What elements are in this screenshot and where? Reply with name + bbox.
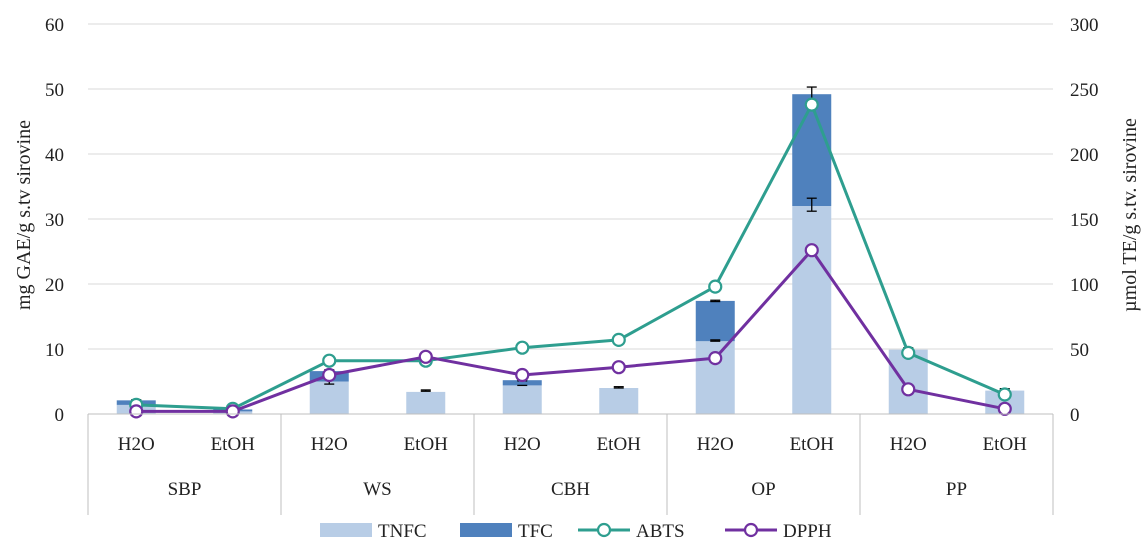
bar-tnfc: [888, 349, 928, 414]
y2-tick-label: 100: [1070, 275, 1099, 296]
point-abts: [804, 97, 819, 112]
series-lines: [129, 97, 1012, 419]
x-tick-label: EtOH: [404, 434, 449, 455]
line-abts: [136, 103, 1006, 411]
x-tick-label: EtOH: [790, 434, 835, 455]
bar-tfc: [792, 94, 832, 206]
y-tick-label: 60: [45, 15, 64, 36]
x-tick-label: H2O: [311, 434, 348, 455]
y-tick-label: 10: [45, 340, 64, 361]
x-tick-label: EtOH: [211, 434, 256, 455]
legend-label: DPPH: [783, 521, 832, 542]
y-tick-label: 50: [45, 80, 64, 101]
bar-tnfc: [792, 206, 832, 414]
legend-label: ABTS: [636, 521, 685, 542]
x-tick-label: H2O: [504, 434, 541, 455]
legend-label: TNFC: [378, 521, 427, 542]
bar-tfc: [502, 380, 542, 386]
gridlines: [88, 23, 1053, 415]
y2-tick-label: 200: [1070, 145, 1099, 166]
x-group-label: WS: [363, 479, 392, 500]
point-dpph: [418, 349, 433, 364]
bars: [116, 94, 1025, 414]
y2-axis-title: µmol TE/g s.tv. sirovine: [1119, 118, 1141, 312]
point-abts: [708, 279, 723, 294]
legend-item-tnfc: TNFC: [320, 521, 427, 542]
y2-tick-label: 0: [1070, 405, 1080, 426]
bar-tnfc: [309, 381, 349, 414]
line-dpph: [136, 248, 1006, 413]
point-abts: [997, 387, 1012, 402]
point-dpph: [322, 367, 337, 383]
y2-tick-label: 50: [1070, 340, 1089, 361]
x-tick-label: EtOH: [983, 434, 1028, 455]
point-dpph: [997, 401, 1012, 416]
error-bar-tnfc: [710, 339, 721, 342]
axes: 0 10 20 30 40 50 60 0 50 100 150 200 250 300 H2O EtOH H2…: [45, 15, 1099, 515]
x-tick-label: H2O: [697, 434, 734, 455]
x-group-label: OP: [751, 479, 775, 500]
y-tick-label: 0: [55, 405, 65, 426]
y2-tick-label: 150: [1070, 210, 1099, 231]
legend-item-tfc: TFC: [460, 521, 553, 542]
error-bars: [131, 86, 1010, 413]
legend: TNFC TFC ABTS DPPH: [320, 521, 832, 542]
point-dpph: [901, 382, 916, 397]
y-tick-label: 20: [45, 275, 64, 296]
legend-item-dpph: DPPH: [725, 521, 832, 542]
point-dpph: [804, 243, 819, 258]
x-group-label: SBP: [168, 479, 202, 500]
point-dpph: [129, 404, 144, 419]
x-tick-label: H2O: [890, 434, 927, 455]
error-bar-tnfc: [420, 389, 431, 392]
bar-tnfc: [406, 391, 446, 414]
error-bar-tnfc: [613, 386, 624, 389]
x-tick-label: EtOH: [597, 434, 642, 455]
error-bar-tnfc: [806, 197, 817, 212]
bar-tnfc: [599, 388, 639, 414]
y-tick-label: 40: [45, 145, 64, 166]
point-dpph: [708, 351, 723, 366]
error-bar-total: [710, 299, 721, 303]
bar-tfc: [695, 300, 735, 342]
point-abts: [322, 353, 337, 368]
x-group-label: CBH: [551, 479, 590, 500]
bar-tnfc: [502, 385, 542, 414]
point-dpph: [515, 367, 530, 383]
y2-tick-label: 300: [1070, 15, 1099, 36]
legend-item-abts: ABTS: [578, 521, 685, 542]
point-dpph: [225, 404, 240, 419]
point-abts: [901, 345, 916, 360]
y-tick-label: 30: [45, 210, 64, 231]
point-abts: [515, 340, 530, 355]
y-axis-title: mg GAE/g s.tv sirovine: [13, 120, 35, 310]
x-tick-label: H2O: [118, 434, 155, 455]
point-dpph: [611, 360, 626, 375]
x-group-label: PP: [946, 479, 967, 500]
legend-label: TFC: [518, 521, 553, 542]
y2-tick-label: 250: [1070, 80, 1099, 101]
point-abts: [611, 332, 626, 347]
